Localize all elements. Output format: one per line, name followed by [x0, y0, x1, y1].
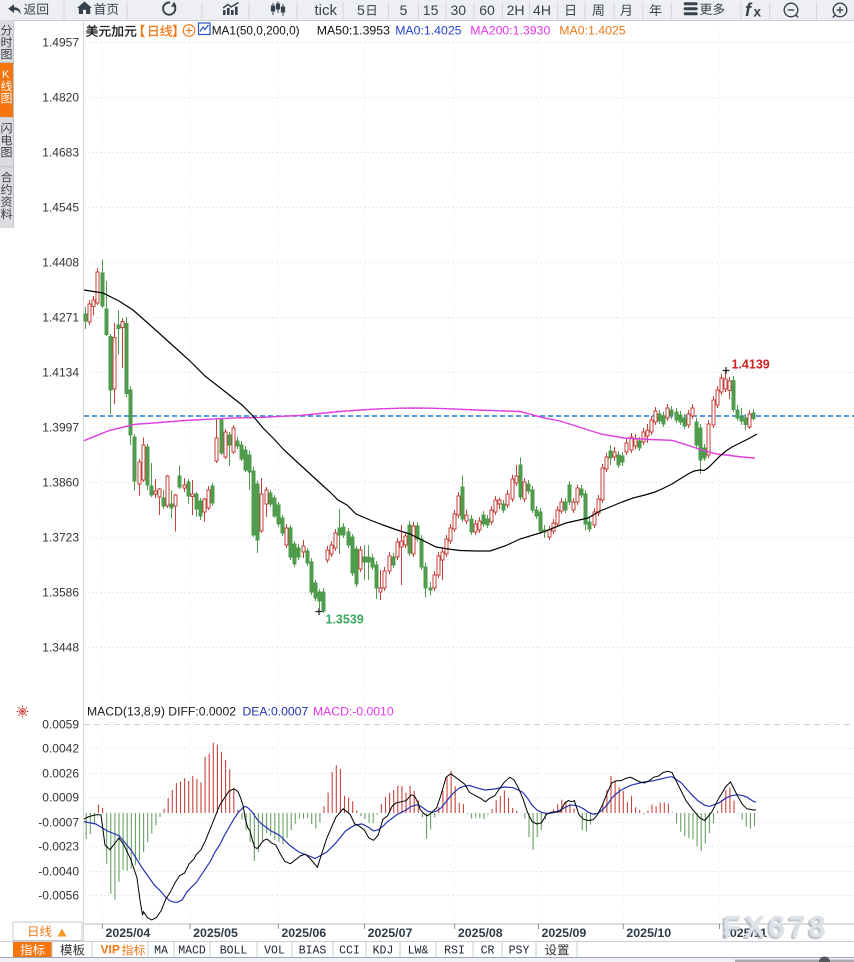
- svg-text:FX678: FX678: [723, 909, 829, 944]
- svg-text:1.4820: 1.4820: [42, 91, 79, 105]
- svg-text:BOLL: BOLL: [220, 945, 248, 958]
- svg-text:15: 15: [423, 2, 439, 18]
- svg-text:-0.0023: -0.0023: [38, 840, 79, 854]
- svg-text:0.0059: 0.0059: [42, 718, 79, 732]
- svg-text:1.4134: 1.4134: [42, 366, 79, 380]
- svg-text:5: 5: [357, 2, 365, 18]
- svg-text:2025/06: 2025/06: [281, 926, 326, 940]
- svg-text:2025/07: 2025/07: [368, 926, 413, 940]
- svg-text:30: 30: [451, 2, 467, 18]
- svg-text:1.4683: 1.4683: [42, 146, 79, 160]
- svg-text:CCI: CCI: [339, 945, 360, 958]
- svg-text:FX678: FX678: [721, 911, 827, 946]
- svg-text:MA50:1.3953: MA50:1.3953: [317, 24, 390, 38]
- svg-text:-0.0007: -0.0007: [38, 816, 79, 830]
- svg-text:-0.0040: -0.0040: [38, 865, 79, 879]
- svg-text:MA0:1.4025: MA0:1.4025: [559, 24, 625, 38]
- svg-text:1.3723: 1.3723: [42, 531, 79, 545]
- svg-text:0.0009: 0.0009: [42, 791, 79, 805]
- svg-text:1.4271: 1.4271: [42, 311, 79, 325]
- svg-text:MA: MA: [154, 945, 168, 958]
- svg-text:1.3448: 1.3448: [42, 641, 79, 655]
- svg-text:0.0042: 0.0042: [42, 742, 79, 756]
- svg-text:x: x: [754, 5, 762, 20]
- svg-text:1.4957: 1.4957: [42, 36, 79, 50]
- svg-text:VOL: VOL: [264, 945, 285, 958]
- svg-text:CR: CR: [481, 945, 495, 958]
- svg-text:60: 60: [479, 2, 495, 18]
- svg-text:5: 5: [400, 2, 408, 18]
- svg-text:1.4545: 1.4545: [42, 201, 79, 215]
- svg-text:2025/08: 2025/08: [458, 926, 503, 940]
- svg-text:2025/09: 2025/09: [542, 926, 587, 940]
- svg-text:PSY: PSY: [509, 945, 530, 958]
- svg-text:K: K: [2, 69, 10, 81]
- svg-text:2025/11: 2025/11: [723, 926, 767, 940]
- svg-text:MACD(13,8,9) DIFF:0.0002: MACD(13,8,9) DIFF:0.0002: [87, 705, 236, 719]
- svg-text:1.3997: 1.3997: [42, 421, 79, 435]
- svg-text:f: f: [745, 0, 753, 20]
- svg-text:LW&: LW&: [408, 945, 429, 958]
- svg-text:1.3586: 1.3586: [42, 586, 79, 600]
- svg-text:DEA:0.0007: DEA:0.0007: [243, 705, 309, 719]
- svg-text:VIP: VIP: [101, 943, 120, 957]
- svg-text:2025/10: 2025/10: [626, 926, 671, 940]
- svg-text:MA200:1.3930: MA200:1.3930: [470, 24, 550, 38]
- svg-text:KDJ: KDJ: [373, 945, 394, 958]
- svg-text:BIAS: BIAS: [299, 945, 327, 958]
- svg-text:1.4139: 1.4139: [732, 358, 770, 372]
- svg-text:4H: 4H: [533, 2, 551, 18]
- svg-text:MACD: MACD: [178, 945, 206, 958]
- svg-text:RSI: RSI: [444, 945, 465, 958]
- svg-text:1.3539: 1.3539: [326, 613, 364, 627]
- svg-text:1.3860: 1.3860: [42, 476, 79, 490]
- svg-text:MACD:-0.0010: MACD:-0.0010: [313, 705, 394, 719]
- svg-text:-0.0056: -0.0056: [38, 889, 79, 903]
- svg-text:0.0026: 0.0026: [42, 767, 79, 781]
- svg-text:MA1(50,0,200,0): MA1(50,0,200,0): [212, 24, 300, 38]
- svg-text:MA0:1.4025: MA0:1.4025: [395, 24, 461, 38]
- svg-text:2025/05: 2025/05: [193, 926, 238, 940]
- svg-text:2025/04: 2025/04: [106, 926, 151, 940]
- svg-text:2H: 2H: [507, 2, 525, 18]
- svg-text:1.4408: 1.4408: [42, 256, 79, 270]
- svg-text:tick: tick: [314, 2, 337, 19]
